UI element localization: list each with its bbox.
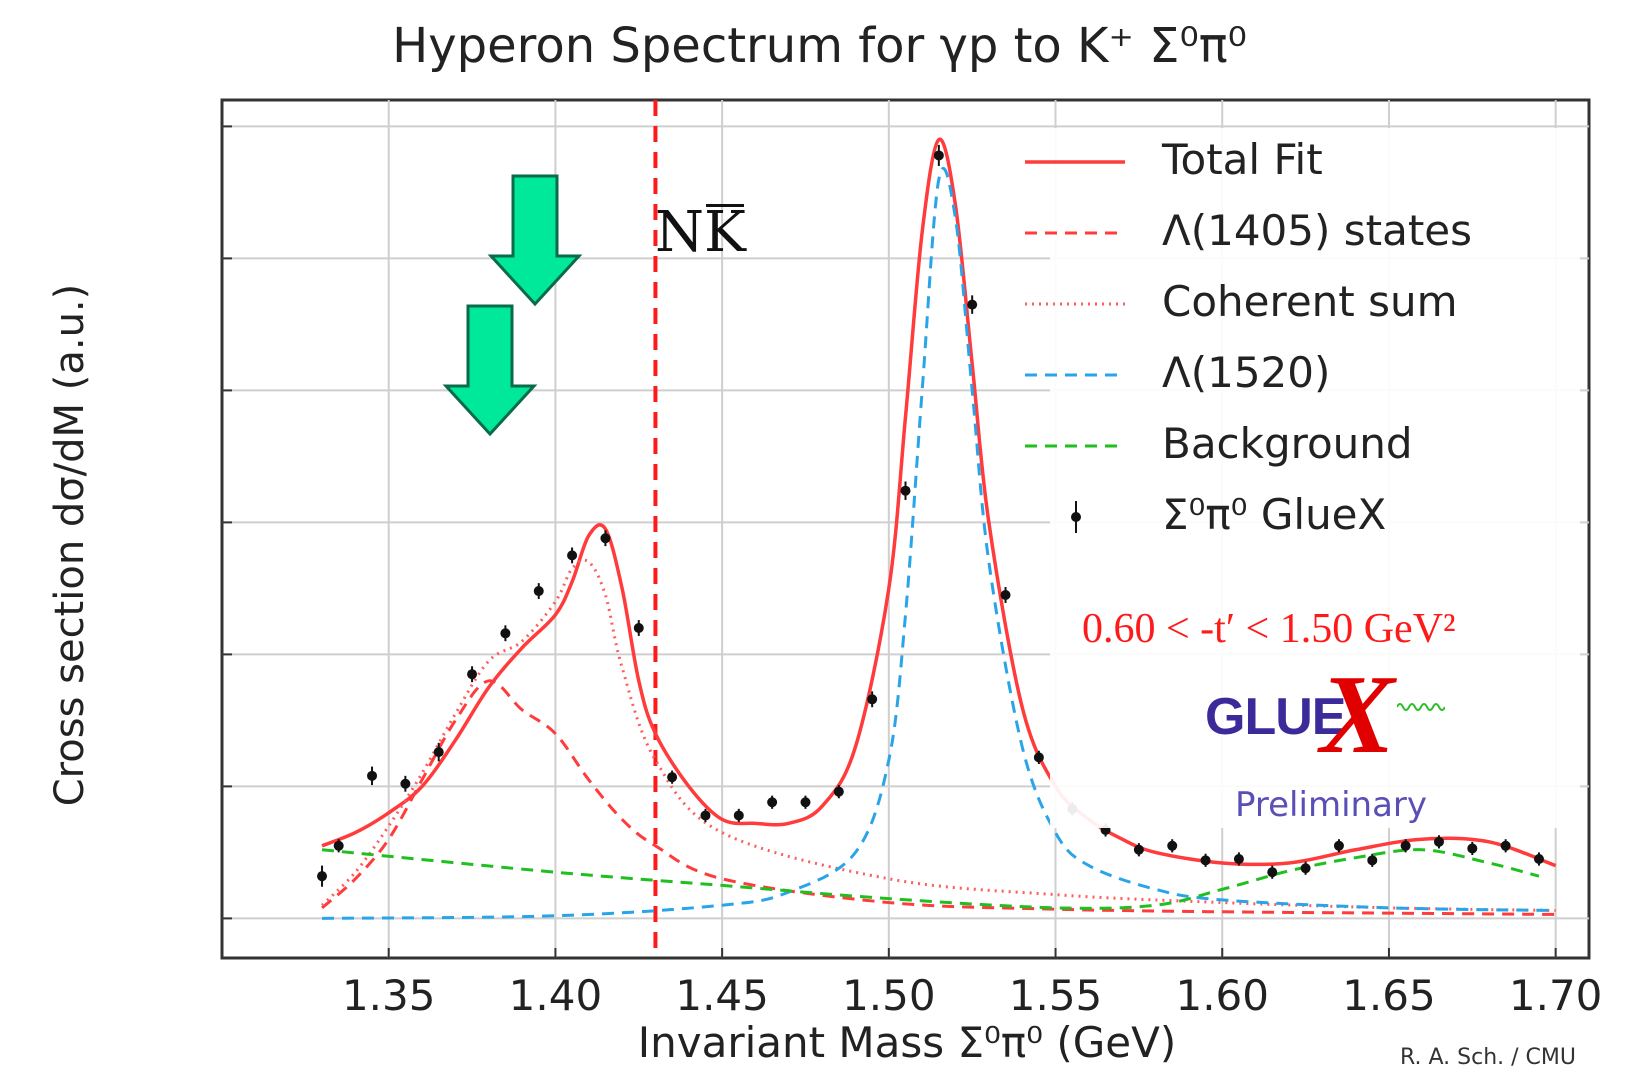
x-tick-label: 1.70 [1509, 971, 1603, 1020]
data-point [1234, 854, 1244, 864]
y-axis-label: Cross section dσ/dM (a.u.) [47, 284, 93, 806]
data-point [767, 797, 777, 807]
legend-label: Total Fit [1162, 135, 1323, 184]
data-point [534, 586, 544, 596]
legend-label: Λ(1520) [1162, 348, 1330, 397]
x-tick-label: 1.65 [1342, 971, 1436, 1020]
data-point [834, 787, 844, 797]
preliminary-label: Preliminary [1235, 785, 1427, 825]
data-point [1434, 837, 1444, 847]
data-point [1134, 845, 1144, 855]
x-tick-labels: 1.35 1.40 1.45 1.50 1.55 1.60 1.65 1.70 [342, 971, 1602, 1020]
data-point [634, 623, 644, 633]
legend-label: Σ⁰π⁰ GlueX [1162, 490, 1386, 539]
gluex-logo: GLUE X [1205, 665, 1485, 775]
data-point [334, 841, 344, 851]
data-point [1467, 843, 1477, 853]
data-point [867, 694, 877, 704]
data-point [1201, 855, 1211, 865]
data-point [1501, 841, 1511, 851]
data-point [1001, 590, 1011, 600]
gluex-logo-x: X [1320, 651, 1395, 780]
data-point [1534, 854, 1544, 864]
data-point [500, 628, 510, 638]
data-point [1401, 841, 1411, 851]
data-point [734, 810, 744, 820]
nk-kbar: K [704, 200, 746, 265]
data-point [1167, 841, 1177, 851]
data-point [1301, 863, 1311, 873]
data-point [967, 300, 977, 310]
data-point [1267, 867, 1277, 877]
x-tick-label: 1.60 [1175, 971, 1269, 1020]
credit-text: R. A. Sch. / CMU [1400, 1045, 1576, 1070]
data-point [434, 747, 444, 757]
data-point [667, 772, 677, 782]
nk-threshold-label: NK [655, 200, 746, 265]
data-point [600, 533, 610, 543]
nk-n: N [655, 200, 704, 265]
data-point [1034, 752, 1044, 762]
x-tick-label: 1.40 [509, 971, 603, 1020]
data-point [367, 771, 377, 781]
data-point [400, 779, 410, 789]
legend-marker-point [1071, 512, 1081, 522]
x-tick-label: 1.45 [675, 971, 769, 1020]
x-tick-label: 1.55 [1009, 971, 1103, 1020]
legend-label: Coherent sum [1162, 277, 1458, 326]
data-point [1334, 841, 1344, 851]
data-point [800, 797, 810, 807]
legend-label: Λ(1405) states [1162, 206, 1472, 255]
x-axis-label: Invariant Mass Σ⁰π⁰ (GeV) [225, 1018, 1589, 1067]
x-tick-label: 1.35 [342, 971, 436, 1020]
data-point [317, 871, 327, 881]
data-point [934, 150, 944, 160]
x-tick-label: 1.50 [842, 971, 936, 1020]
t-cut-label: 0.60 < -t′ < 1.50 GeV² [1082, 605, 1456, 653]
data-point [1367, 855, 1377, 865]
legend-label: Background [1162, 419, 1413, 468]
data-point [901, 486, 911, 496]
gluex-squiggle-icon [1397, 701, 1445, 713]
chart-title: Hyperon Spectrum for γp to K⁺ Σ⁰π⁰ [0, 18, 1639, 74]
data-point [467, 669, 477, 679]
data-point [567, 550, 577, 560]
data-point [700, 810, 710, 820]
